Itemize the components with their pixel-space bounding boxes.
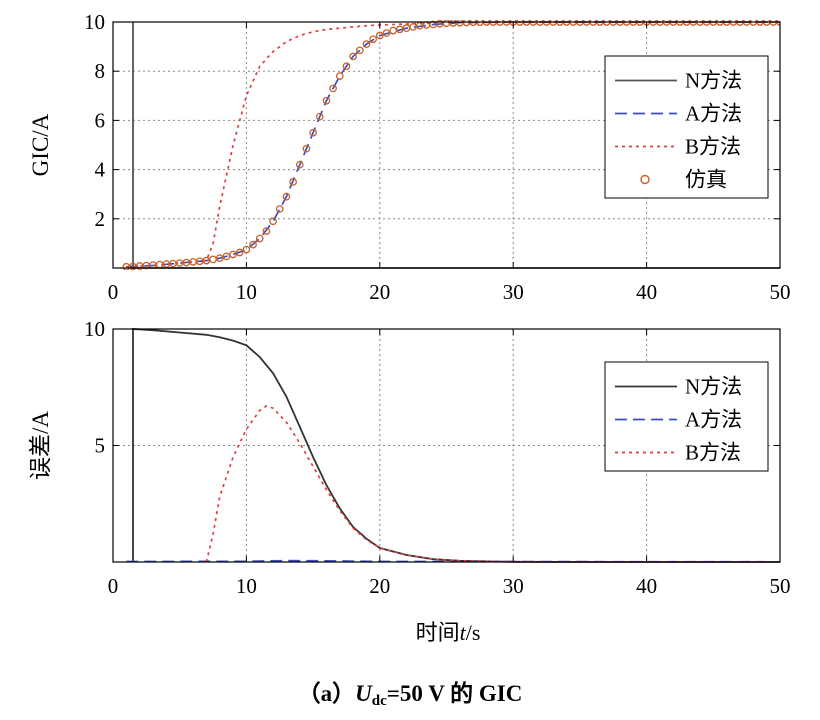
x-tick-label: 30 [503,280,524,304]
sim-marker [235,248,244,257]
sim-marker [382,29,391,37]
y-tick-label: 10 [84,317,105,341]
sim-marker [302,144,311,153]
sim-marker [269,217,277,226]
legend-label: B方法 [685,441,741,465]
x-tick-label: 40 [636,574,657,598]
legend-marker [640,174,650,185]
caption-sub: dc [371,693,387,709]
y-tick-label: 2 [95,207,106,231]
legend: N方法 A方法 B方法 [604,361,769,472]
plot-frame [112,21,781,269]
sim-marker [242,245,251,254]
legend-label: A方法 [685,408,742,432]
series-line-dotted [205,404,780,563]
series-line-dotted [126,21,780,268]
x-tick-label: 20 [369,574,390,598]
x-tick-label: 0 [108,574,119,598]
legend-box [604,361,769,472]
sim-marker [355,46,364,55]
sim-marker [322,96,331,105]
sim-marker [369,35,377,44]
sim-marker [375,31,384,40]
legend-label: 仿真 [685,168,727,192]
y-tick-label: 5 [95,434,106,458]
sim-marker [342,62,351,71]
x-tick-label: 50 [770,280,791,304]
y-axis-label: 误差/A [28,411,53,480]
legend-label: B方法 [685,135,741,159]
x-axis-label: 时间t/s [416,620,481,645]
sim-marker [262,227,271,235]
caption-prefix: （a） [297,681,356,706]
sim-marker [329,84,337,93]
x-tick-label: 40 [636,280,657,304]
y-tick-label: 8 [95,59,106,83]
sim-marker [362,40,371,48]
caption-suffix: =50 V 的 GIC [386,681,523,706]
legend-label: N方法 [685,69,742,93]
sim-marker [255,234,264,243]
sim-marker [315,112,324,121]
x-tick-label: 30 [503,574,524,598]
sim-marker [309,128,317,137]
y-tick-label: 4 [95,158,106,182]
y-axis-label: GIC/A [28,113,53,176]
legend-label: N方法 [685,375,742,399]
sim-marker [275,205,284,213]
x-tick-label: 10 [236,574,257,598]
sim-marker [295,160,304,169]
x-tick-label: 20 [369,280,390,304]
sim-marker [215,254,224,263]
y-tick-label: 10 [84,10,105,34]
x-tick-label: 50 [770,574,791,598]
caption-var: U [355,681,372,706]
error-chart: 0 10 20 30 40 50 5 10 误差/A N方法 A方法 B方法 [28,317,791,598]
x-tick-label: 0 [108,280,119,304]
legend-label: A方法 [685,102,742,126]
x-tick-label: 10 [236,280,257,304]
sim-marker [335,72,344,80]
y-tick-label: 6 [95,108,106,132]
sim-marker [229,250,237,259]
figure-caption: （a）Udc=50 V 的 GIC [0,674,820,710]
series-line-dashed [126,559,780,563]
sim-marker [349,52,357,61]
sim-marker [222,252,231,261]
sim-marker [282,192,291,201]
sim-marker [289,178,297,186]
sim-marker [249,240,257,249]
